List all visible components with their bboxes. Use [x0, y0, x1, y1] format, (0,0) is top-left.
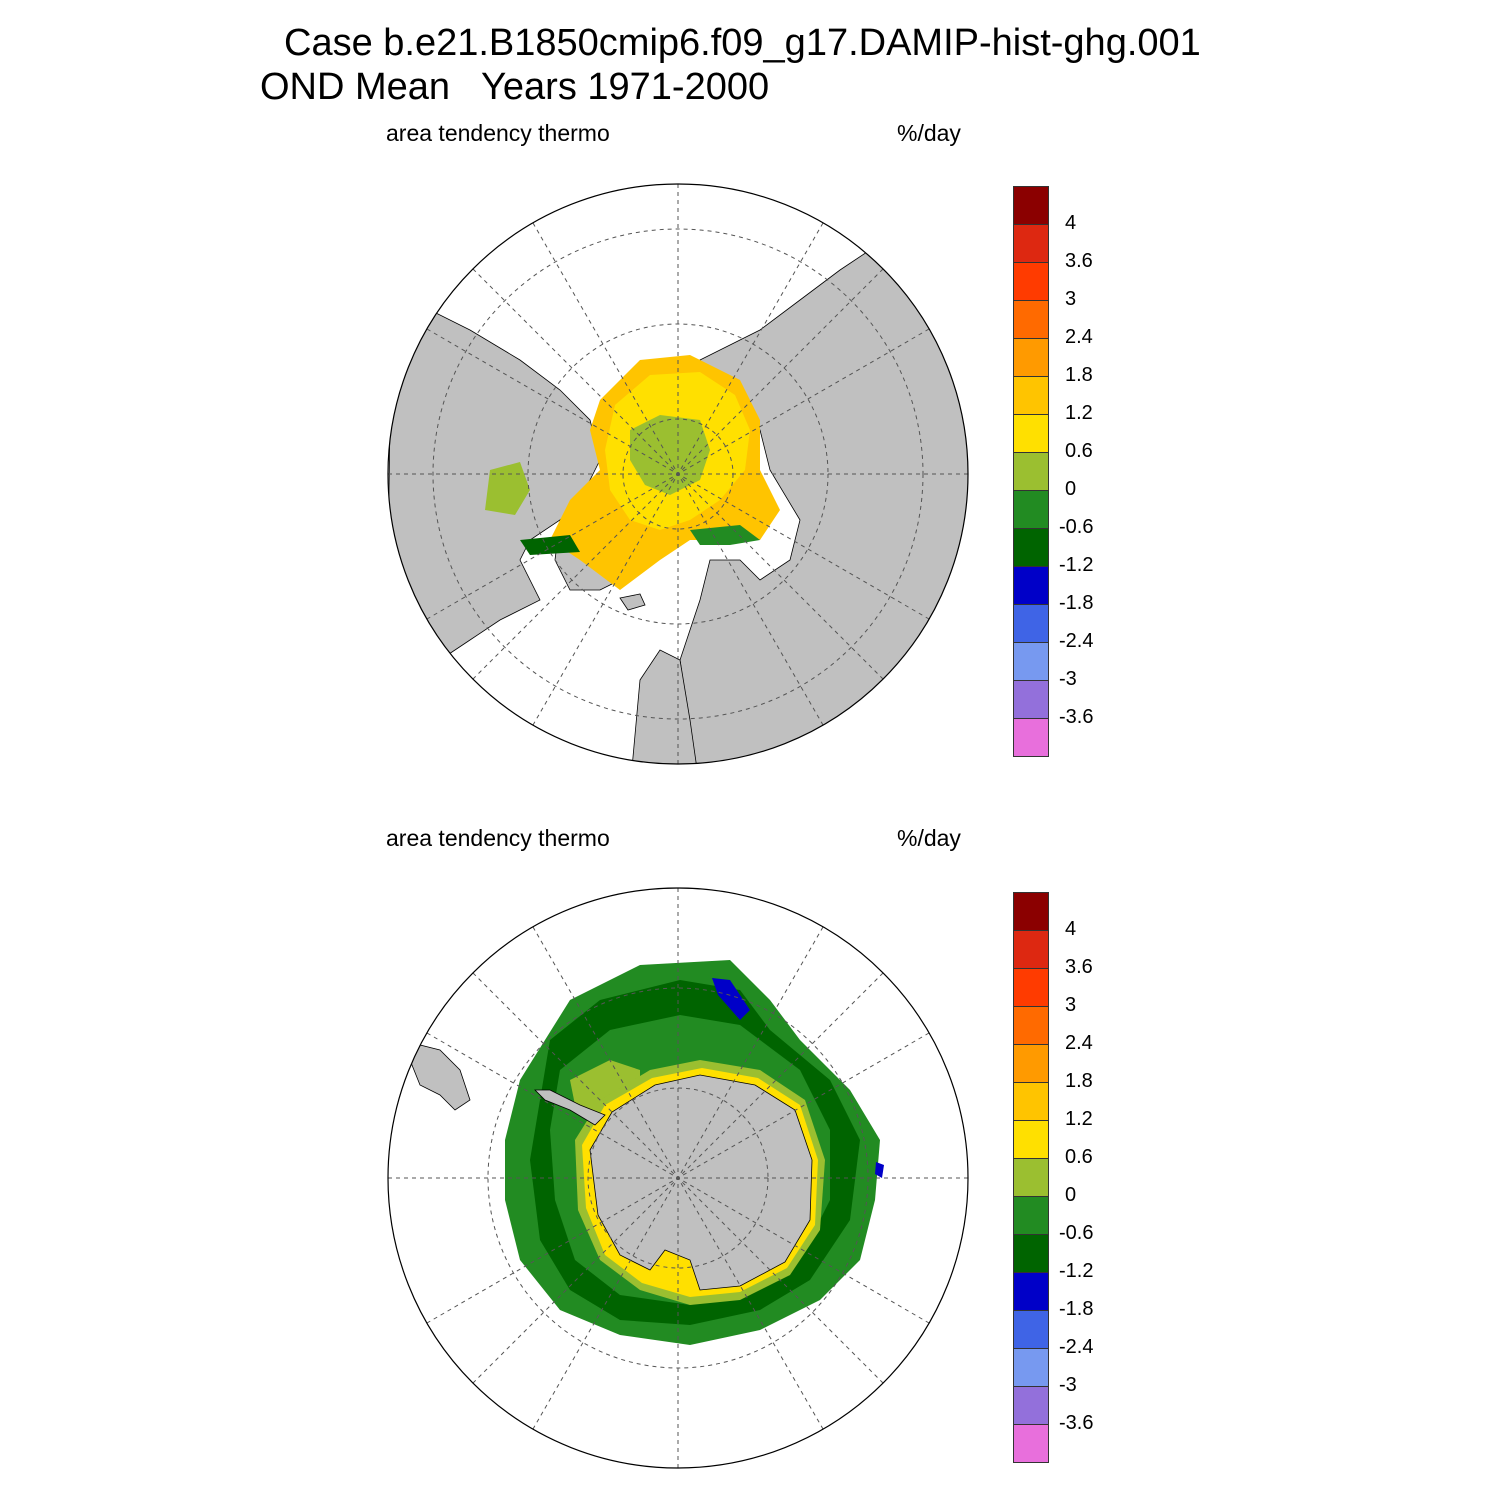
colorbar-swatch — [1013, 1234, 1049, 1273]
colorbar-swatch — [1013, 680, 1049, 719]
north-land-europe-south — [629, 649, 701, 764]
colorbar-tick-label: 3.6 — [1065, 250, 1093, 272]
north-land-iceland — [619, 593, 646, 611]
colorbar-swatch — [1013, 1386, 1049, 1425]
colorbar-tick-label: 0.6 — [1065, 1146, 1093, 1168]
south-map-border — [387, 887, 969, 1469]
colorbar-swatch — [1013, 1082, 1049, 1121]
colorbar-tick-label: 1.8 — [1065, 364, 1093, 386]
colorbar-tick-label: 1.2 — [1065, 402, 1093, 424]
south-land-antarctica — [589, 1074, 813, 1291]
colorbar-tick-label: 3 — [1065, 994, 1077, 1016]
colorbar-swatch — [1013, 1272, 1049, 1311]
north-ice-greenland-edge — [520, 535, 580, 555]
colorbar-tick-label: -2.4 — [1059, 1336, 1094, 1358]
south-ice-blue-patch — [712, 978, 750, 1020]
south-panel-units-label: %/day — [897, 825, 961, 851]
colorbar-tick-label: 1.8 — [1065, 1070, 1093, 1092]
colorbar-swatch — [1013, 300, 1049, 339]
colorbar-tick-label: 4 — [1065, 918, 1077, 940]
colorbar-tick-label: -3.6 — [1059, 706, 1094, 728]
figure-title-period: OND Mean Years 1971-2000 — [260, 66, 770, 108]
south-ice-blue-spot — [875, 1162, 884, 1178]
colorbar-tick-label: 3.6 — [1065, 956, 1093, 978]
colorbar-swatch — [1013, 224, 1049, 263]
south-polar-map — [387, 887, 969, 1469]
colorbar-swatch — [1013, 186, 1049, 225]
colorbar-swatch — [1013, 338, 1049, 377]
colorbar-swatch — [1013, 490, 1049, 529]
colorbar-tick-label: 4 — [1065, 212, 1077, 234]
north-ice-hudson — [485, 462, 530, 515]
colorbar-swatch — [1013, 892, 1049, 931]
figure-title-case: Case b.e21.B1850cmip6.f09_g17.DAMIP-hist… — [284, 22, 1201, 64]
colorbar-tick-label: -1.2 — [1059, 554, 1094, 576]
colorbar-tick-label: 0 — [1065, 478, 1077, 500]
colorbar-swatch — [1013, 528, 1049, 567]
colorbar-swatch — [1013, 1006, 1049, 1045]
colorbar-swatch — [1013, 930, 1049, 969]
colorbar-tick-label: -1.8 — [1059, 592, 1094, 614]
colorbar-tick-label: -0.6 — [1059, 1222, 1094, 1244]
colorbar-swatch — [1013, 718, 1049, 757]
colorbar-swatch — [1013, 604, 1049, 643]
north-polar-map — [387, 183, 969, 765]
colorbar-swatch — [1013, 1120, 1049, 1159]
north-map-border — [387, 183, 969, 765]
colorbar-tick-label: -0.6 — [1059, 516, 1094, 538]
south-graticule — [388, 888, 968, 1468]
north-graticule — [388, 184, 968, 764]
colorbar-swatch — [1013, 452, 1049, 491]
colorbar-tick-label: 2.4 — [1065, 326, 1093, 348]
colorbar-swatch — [1013, 376, 1049, 415]
colorbar-tick-label: 1.2 — [1065, 1108, 1093, 1130]
south-panel-variable-label: area tendency thermo — [386, 825, 610, 851]
north-panel-variable-label: area tendency thermo — [386, 120, 610, 146]
colorbar-swatch — [1013, 566, 1049, 605]
colorbar-swatch — [1013, 1158, 1049, 1197]
colorbar-tick-label: 0 — [1065, 1184, 1077, 1206]
colorbar-swatch — [1013, 262, 1049, 301]
colorbar-tick-label: -1.2 — [1059, 1260, 1094, 1282]
colorbar-tick-label: -3 — [1059, 668, 1077, 690]
colorbar-tick-label: -1.8 — [1059, 1298, 1094, 1320]
colorbar-tick-label: 0.6 — [1065, 440, 1093, 462]
colorbar-tick-label: -3.6 — [1059, 1412, 1094, 1434]
north-ice-central — [630, 415, 710, 495]
colorbar-swatch — [1013, 1424, 1049, 1463]
colorbar-swatch — [1013, 1044, 1049, 1083]
colorbar-swatch — [1013, 1196, 1049, 1235]
colorbar-swatch — [1013, 642, 1049, 681]
colorbar-tick-label: 3 — [1065, 288, 1077, 310]
colorbar-swatch — [1013, 968, 1049, 1007]
north-panel-units-label: %/day — [897, 120, 961, 146]
south-land-south-america — [409, 1044, 471, 1111]
south-land-peninsula — [534, 1089, 606, 1126]
colorbar-tick-label: -3 — [1059, 1374, 1077, 1396]
colorbar-swatch — [1013, 1348, 1049, 1387]
colorbar-tick-label: 2.4 — [1065, 1032, 1093, 1054]
colorbar-swatch — [1013, 414, 1049, 453]
north-ice-barents-edge — [690, 525, 760, 545]
colorbar-swatch — [1013, 1310, 1049, 1349]
colorbar-tick-label: -2.4 — [1059, 630, 1094, 652]
